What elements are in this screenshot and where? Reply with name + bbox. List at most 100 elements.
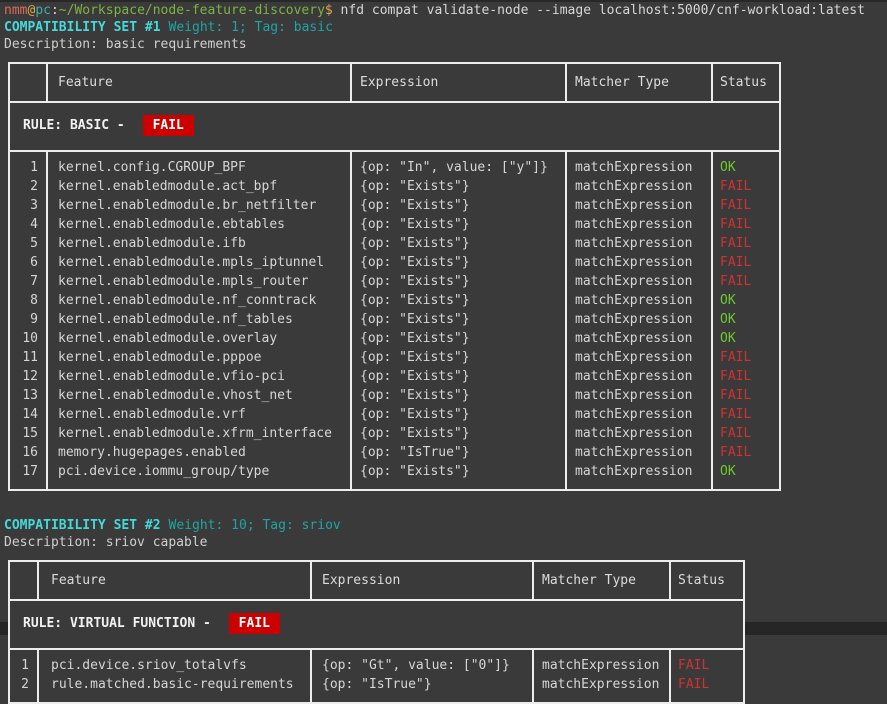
column-header-expression: Expression: [350, 63, 566, 103]
matcher-type-cell: matchExpression: [565, 405, 712, 424]
prompt-at-symbol: @: [27, 3, 36, 18]
expression-cell: {op: "Gt", value: ["0"]}: [310, 649, 533, 675]
feature-cell: kernel.enabledmodule.vfio-pci: [46, 367, 351, 386]
feature-cell: kernel.config.CGROUP_BPF: [46, 151, 351, 177]
matcher-type-cell: matchExpression: [565, 151, 712, 177]
status-cell: FAIL: [711, 424, 780, 443]
table-row: 7 kernel.enabledmodule.mpls_router {op: "E…: [9, 272, 780, 291]
command-text: nfd compat validate-node --image localho…: [332, 3, 865, 18]
table-row: 1 pci.device.sriov_totalvfs {op: "Gt", val…: [9, 649, 744, 675]
row-number-cell: 11: [22, 350, 38, 365]
status-cell: FAIL: [669, 675, 744, 703]
expression-cell: {op: "Exists"}: [350, 291, 566, 310]
status-cell: FAIL: [711, 196, 780, 215]
matcher-type-cell: matchExpression: [532, 675, 670, 703]
matcher-type-cell: matchExpression: [565, 329, 712, 348]
status-cell: FAIL: [711, 367, 780, 386]
feature-cell: kernel.enabledmodule.nf_conntrack: [46, 291, 351, 310]
column-header-matcher-type: Matcher Type: [532, 561, 670, 601]
status-cell: FAIL: [711, 272, 780, 291]
row-number-cell: 1: [21, 658, 29, 673]
feature-cell: kernel.enabledmodule.act_bpf: [46, 177, 351, 196]
column-header-feature: Feature: [46, 63, 351, 103]
row-number-cell: 7: [30, 274, 38, 289]
column-header-expression: Expression: [310, 561, 533, 601]
feature-cell: kernel.enabledmodule.ifb: [46, 234, 351, 253]
status-cell: FAIL: [711, 253, 780, 272]
matcher-type-cell: matchExpression: [565, 215, 712, 234]
table-row: 2 rule.matched.basic-requirements {op: "Is…: [9, 675, 744, 703]
row-number-cell: 2: [21, 677, 29, 692]
table-row: 3 kernel.enabledmodule.br_netfilter {op: "…: [9, 196, 780, 215]
feature-cell: kernel.enabledmodule.overlay: [46, 329, 351, 348]
row-number-cell: 6: [30, 255, 38, 270]
matcher-type-cell: matchExpression: [565, 424, 712, 443]
expression-cell: {op: "Exists"}: [350, 367, 566, 386]
set2-heading: COMPATIBILITY SET #2 Weight: 10; Tag: sri…: [0, 517, 887, 534]
expression-cell: {op: "Exists"}: [350, 329, 566, 348]
set2-meta: Weight: 10; Tag: sriov: [168, 518, 341, 533]
matcher-type-cell: matchExpression: [565, 443, 712, 462]
set2-rule-label: RULE: VIRTUAL FUNCTION -: [23, 616, 219, 631]
feature-cell: memory.hugepages.enabled: [46, 443, 351, 462]
column-header-matcher-type: Matcher Type: [565, 63, 712, 103]
expression-cell: {op: "IsTrue"}: [350, 443, 566, 462]
status-cell: OK: [711, 329, 780, 348]
table-row: 9 kernel.enabledmodule.nf_tables {op: "Exi…: [9, 310, 780, 329]
feature-cell: kernel.enabledmodule.vhost_net: [46, 386, 351, 405]
set2-rule-row: RULE: VIRTUAL FUNCTION - FAIL: [9, 600, 744, 650]
table-row: 13 kernel.enabledmodule.vhost_net {op: "Ex…: [9, 386, 780, 405]
matcher-type-cell: matchExpression: [565, 291, 712, 310]
table-row: 14 kernel.enabledmodule.vrf {op: "Exists"}…: [9, 405, 780, 424]
matcher-type-cell: matchExpression: [532, 649, 670, 675]
feature-cell: kernel.enabledmodule.mpls_router: [46, 272, 351, 291]
matcher-type-cell: matchExpression: [565, 348, 712, 367]
column-header-status: Status: [711, 63, 780, 103]
matcher-type-cell: matchExpression: [565, 386, 712, 405]
set1-title: COMPATIBILITY SET #1: [4, 20, 161, 35]
feature-cell: pci.device.iommu_group/type: [46, 462, 351, 490]
expression-cell: {op: "Exists"}: [350, 272, 566, 291]
row-number-cell: 16: [22, 445, 38, 460]
set2-description: Description: sriov capable: [4, 535, 208, 550]
row-number-cell: 17: [22, 464, 38, 479]
column-header-feature: Feature: [37, 561, 311, 601]
row-number-cell: 3: [30, 198, 38, 213]
table-row: 1 kernel.config.CGROUP_BPF {op: "In", valu…: [9, 151, 780, 177]
expression-cell: {op: "Exists"}: [350, 462, 566, 490]
status-cell: OK: [711, 310, 780, 329]
set1-rule-status-badge: FAIL: [142, 115, 194, 136]
expression-cell: {op: "IsTrue"}: [310, 675, 533, 703]
matcher-type-cell: matchExpression: [565, 367, 712, 386]
expression-cell: {op: "Exists"}: [350, 215, 566, 234]
table-row: 12 kernel.enabledmodule.vfio-pci {op: "Exi…: [9, 367, 780, 386]
expression-cell: {op: "Exists"}: [350, 177, 566, 196]
row-number-cell: 15: [22, 426, 38, 441]
set2-rule-status-badge: FAIL: [228, 613, 280, 634]
expression-cell: {op: "Exists"}: [350, 424, 566, 443]
table-row: 8 kernel.enabledmodule.nf_conntrack {op: "…: [9, 291, 780, 310]
status-cell: OK: [711, 462, 780, 490]
matcher-type-cell: matchExpression: [565, 272, 712, 291]
row-number-cell: 10: [22, 331, 38, 346]
row-number-cell: 5: [30, 236, 38, 251]
feature-cell: kernel.enabledmodule.nf_tables: [46, 310, 351, 329]
row-number-cell: 13: [22, 388, 38, 403]
feature-cell: kernel.enabledmodule.br_netfilter: [46, 196, 351, 215]
set1-header-row: Feature Expression Matcher Type Status: [9, 63, 780, 103]
status-cell: FAIL: [711, 386, 780, 405]
matcher-type-cell: matchExpression: [565, 177, 712, 196]
set2-title: COMPATIBILITY SET #2: [4, 518, 161, 533]
feature-cell: kernel.enabledmodule.vrf: [46, 405, 351, 424]
feature-cell: kernel.enabledmodule.xfrm_interface: [46, 424, 351, 443]
expression-cell: {op: "Exists"}: [350, 234, 566, 253]
status-cell: OK: [711, 291, 780, 310]
row-number-cell: 8: [30, 293, 38, 308]
status-cell: FAIL: [711, 215, 780, 234]
status-cell: OK: [711, 151, 780, 177]
set1-description: Description: basic requirements: [4, 37, 247, 52]
row-number-cell: 1: [30, 160, 38, 175]
row-number-cell: 2: [30, 179, 38, 194]
row-number-cell: 12: [22, 369, 38, 384]
